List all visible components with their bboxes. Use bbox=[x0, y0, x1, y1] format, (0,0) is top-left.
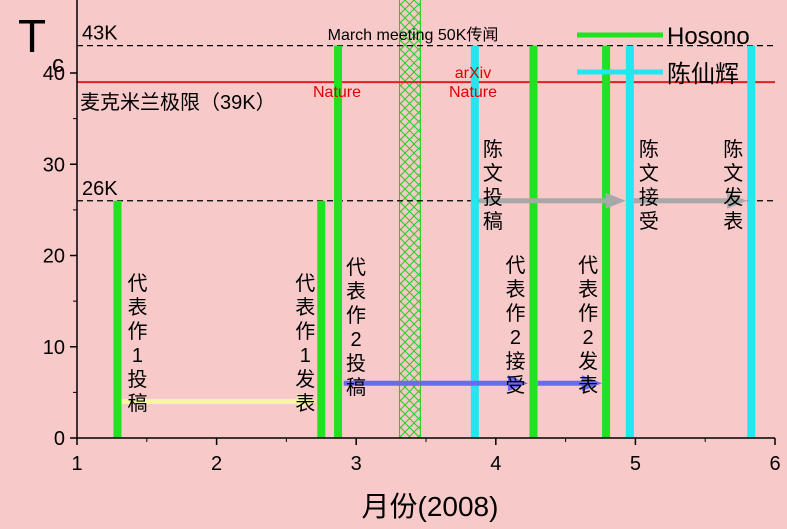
arrow-gray bbox=[479, 192, 626, 209]
bar-chen bbox=[625, 45, 634, 438]
arrow-gray bbox=[634, 192, 748, 209]
legend: Hosono 陈仙辉 bbox=[577, 23, 750, 88]
x-tick-label: 1 bbox=[71, 453, 82, 475]
bar-label: 代表作 2 接受 bbox=[505, 254, 525, 397]
bar-label: 代表作 2 投稿 bbox=[346, 256, 366, 399]
arrow-yellow bbox=[121, 393, 318, 410]
annotation-nature: Nature bbox=[313, 84, 361, 101]
bar-label: 代表作 1 发表 bbox=[295, 272, 315, 415]
bar-hosono bbox=[334, 45, 343, 438]
arrow-blue bbox=[343, 375, 528, 392]
y-axis-title-subscript: c bbox=[52, 51, 64, 78]
bar-label: 陈文发表 bbox=[723, 138, 743, 233]
x-axis-title: 月份(2008) bbox=[362, 491, 499, 522]
y-tick-label: 0 bbox=[54, 428, 65, 450]
y-axis-title: T bbox=[18, 10, 46, 62]
x-tick-label: 3 bbox=[351, 453, 362, 475]
arrow-blue bbox=[537, 375, 602, 392]
x-tick-label: 2 bbox=[211, 453, 222, 475]
y-tick-label: 30 bbox=[43, 154, 65, 176]
annotation-arxiv: arXiv bbox=[455, 65, 491, 82]
y-tick-label: 40 bbox=[43, 63, 65, 85]
reference-label-26K: 26K bbox=[82, 178, 118, 200]
reference-label-43K: 43K bbox=[82, 23, 118, 45]
arrow-blue-head bbox=[507, 375, 528, 392]
bar-hosono bbox=[113, 200, 122, 438]
arrow-gray-head bbox=[605, 192, 626, 209]
x-tick-label: 5 bbox=[630, 453, 641, 475]
rumor-hatched-band bbox=[398, 0, 421, 439]
x-tick-label: 6 bbox=[769, 453, 780, 475]
arrow-yellow-head bbox=[297, 393, 318, 410]
legend-label-chen: 陈仙辉 bbox=[667, 61, 739, 88]
bar-label: 陈文接受 bbox=[639, 138, 659, 233]
bar-label: 陈文投稿 bbox=[483, 138, 503, 233]
y-tick-label: 10 bbox=[43, 337, 65, 359]
y-tick-label: 20 bbox=[43, 246, 65, 268]
mcmillan-limit-label: 麦克米兰极限（39K） bbox=[80, 91, 276, 114]
bar-label: 代表作 1 投稿 bbox=[127, 272, 147, 415]
bar-chen bbox=[747, 45, 756, 438]
rumor-band-label: March meeting 50K传闻 bbox=[328, 26, 499, 44]
bar-chen bbox=[470, 45, 479, 438]
annotation-nature: Nature bbox=[449, 84, 497, 101]
bar-hosono bbox=[317, 200, 326, 438]
x-tick-label: 4 bbox=[490, 453, 501, 475]
arrow-gray-head bbox=[727, 192, 748, 209]
arrow-blue-head bbox=[581, 375, 602, 392]
legend-label-hosono: Hosono bbox=[667, 23, 750, 50]
bar-label: 代表作 2 发表 bbox=[578, 254, 598, 397]
bar-hosono bbox=[529, 45, 538, 438]
bar-hosono bbox=[602, 45, 611, 438]
